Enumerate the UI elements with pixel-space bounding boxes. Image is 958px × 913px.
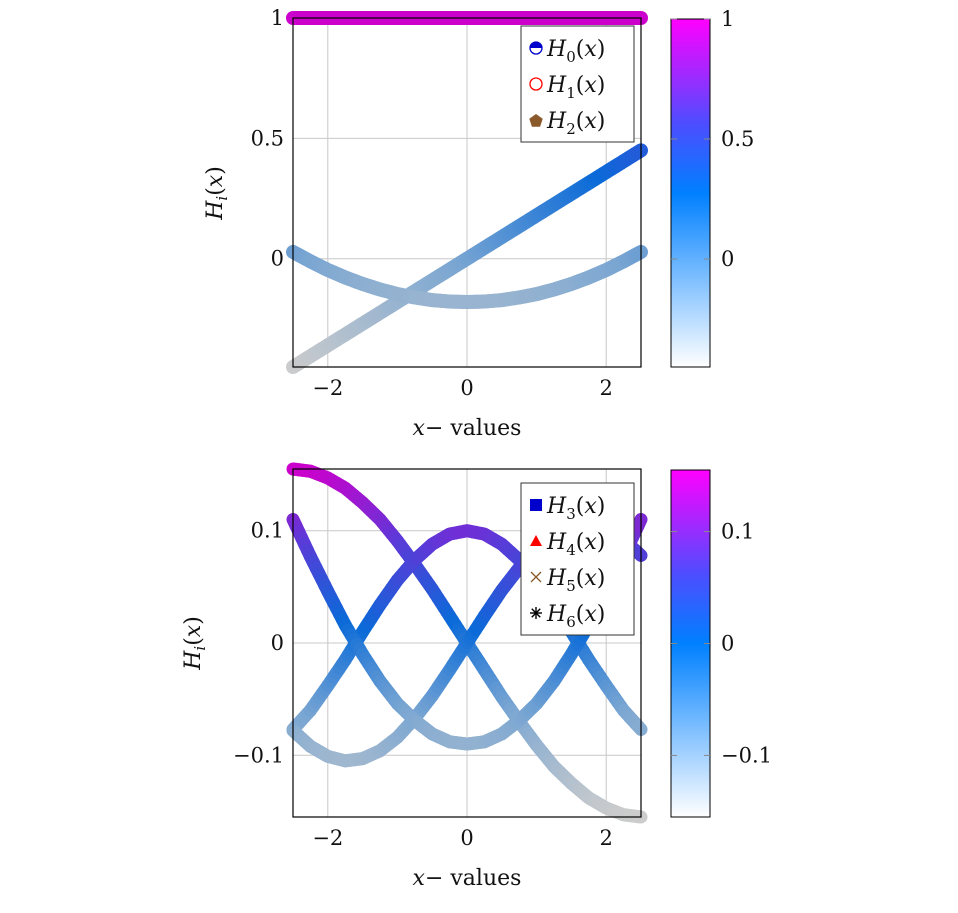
legend-entry: H3(x): [530, 494, 605, 523]
series-h2x: [286, 244, 648, 310]
legend-entry: H5(x): [530, 566, 605, 595]
top-plot-tick-labels: −2 0 2 0 0.5 1: [251, 6, 613, 400]
asterisk-marker-icon: [530, 607, 542, 619]
legend-entry: H4(x): [530, 530, 605, 559]
top-plot-axis-frame: [292, 17, 642, 368]
legend-entry: H0(x): [529, 37, 605, 66]
bottom-plot: −2 0 2−0.100.1 x− values Hi(x) H3(x)H4(x)H…: [181, 462, 772, 891]
top-plot-ylabel: Hi(x): [203, 166, 231, 221]
y-tick-label: 0: [271, 631, 284, 655]
legend-label: H1(x): [546, 73, 605, 102]
y-tick-label: 0.5: [251, 126, 284, 150]
x-tick-label: 2: [600, 826, 613, 850]
colorbar-tick-label: 0.5: [721, 127, 754, 151]
legend-label: H5(x): [546, 566, 605, 595]
legend-label: H4(x): [546, 530, 605, 559]
pentagon-marker-icon: [529, 114, 543, 127]
top-plot-legend: H0(x) H1(x) H2(x): [520, 25, 635, 143]
y-tick-label: 1: [271, 6, 284, 30]
circle-open-marker-icon: [529, 77, 543, 91]
colorbar-tick-label: −0.1: [721, 743, 772, 767]
x-tick-label: 0: [460, 826, 473, 850]
colorbar-tick-label: 0.1: [721, 520, 754, 544]
triangle-marker-icon: [530, 535, 542, 546]
legend-entry: H6(x): [530, 602, 605, 631]
x-tick-label: −2: [312, 826, 343, 850]
colorbar-tick-label: 0: [721, 247, 734, 271]
legend-label: H6(x): [546, 602, 605, 631]
legend-label: H0(x): [546, 37, 605, 66]
square-marker-icon: [530, 499, 542, 511]
top-plot-xlabel: x− values: [413, 416, 522, 441]
legend-entry: H1(x): [529, 73, 605, 102]
half-circle-marker-icon: [529, 41, 543, 55]
x-tick-label: 2: [600, 376, 613, 400]
colorbar-tick-label: 0: [721, 632, 734, 656]
bottom-plot-legend: H3(x) H4(x) H5(x) H6(x): [520, 482, 635, 636]
cross-marker-icon: [530, 571, 542, 583]
legend-label: H2(x): [546, 109, 605, 138]
y-tick-label: 0.1: [251, 519, 284, 543]
bottom-plot-axis-frame: [292, 468, 642, 818]
top-colorbar: 00.51: [670, 7, 754, 368]
y-tick-label: −0.1: [233, 743, 284, 767]
bottom-colorbar: −0.1 0 0.1: [670, 469, 772, 818]
legend-entry: H2(x): [529, 109, 605, 138]
x-tick-label: 0: [460, 376, 473, 400]
legend-label: H3(x): [546, 494, 605, 523]
bottom-plot-xlabel: x− values: [413, 866, 522, 891]
top-plot: −2 0 200.51 x− values Hi(x) H0(x)H1(x)H2(x…: [203, 6, 754, 441]
y-tick-label: 0: [271, 247, 284, 271]
x-tick-label: −2: [312, 376, 343, 400]
colorbar-tick-label: 1: [721, 7, 734, 31]
bottom-plot-ylabel: Hi(x): [181, 616, 209, 671]
bottom-plot-tick-labels: −2 0 2 −0.1 0 0.1: [233, 519, 613, 850]
